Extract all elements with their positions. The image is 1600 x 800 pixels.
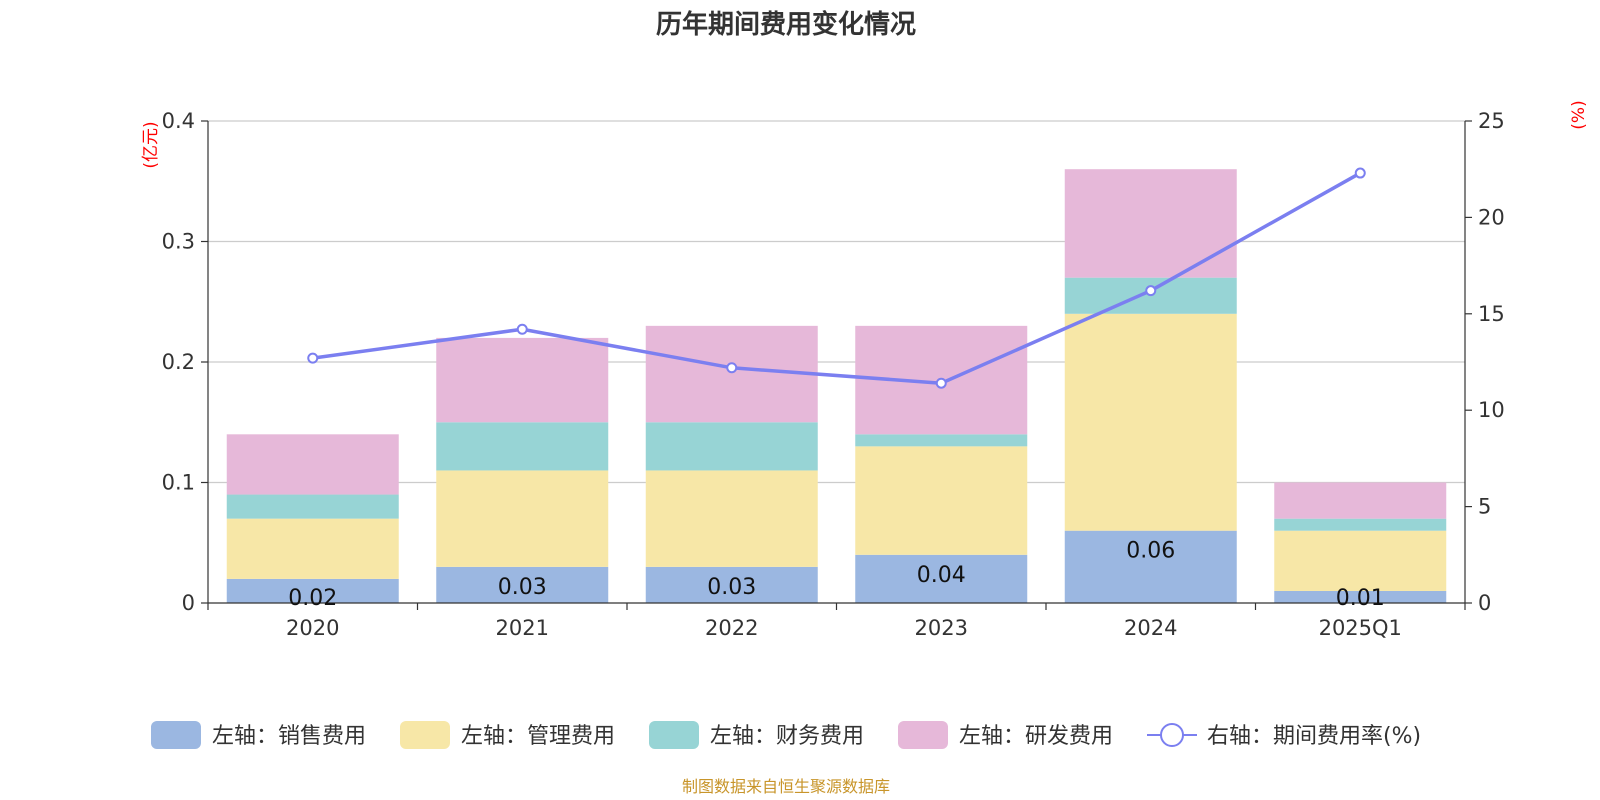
x-axis-tick-label: 2020 [286,616,339,640]
line-point [516,323,528,335]
bar-segment [1064,169,1237,278]
legend-item-2[interactable]: 左轴：管理费用 [400,721,615,749]
left-axis-tick-label: 0.4 [162,109,195,133]
bar-segment [1064,530,1237,603]
bar-segment [645,325,818,423]
legend-item-3[interactable]: 左轴：财务费用 [649,721,864,749]
bar-segment [1274,530,1447,591]
bar-segment [645,470,818,567]
left-axis-tick-label: 0 [182,591,195,615]
left-axis-tick-label: 0.3 [162,230,195,254]
left-axis-unit: (亿元) [141,121,161,168]
axes: 0 0.1 0.2 0.3 0.4 0 5 10 15 20 25 2020 2021 2022 2023 2… [162,109,1505,640]
chart-title: 历年期间费用变化情况 [656,9,916,40]
legend[interactable]: 左轴：销售费用 左轴：管理费用 左轴：财务费用 左轴：研发费用 右轴：期间费用率(%) [151,721,1421,749]
line-series-group [307,167,1366,389]
bar-segment [226,518,399,579]
line-point [1145,285,1157,297]
legend-item-4[interactable]: 左轴：研发费用 [898,721,1113,749]
legend-swatch [649,721,699,749]
bar-series-2 [226,313,1447,591]
left-axis-tick-label: 0.2 [162,350,195,374]
bar-series-group [226,169,1447,603]
bar-segment [226,494,399,519]
bar-series-1 [226,530,1447,603]
bar-segment [855,554,1028,603]
right-axis-tick-label: 5 [1478,495,1491,519]
right-axis-tick-label: 20 [1478,205,1505,229]
right-axis-tick-label: 0 [1478,591,1491,615]
bar-segment [436,566,609,603]
bar-segment [855,434,1028,447]
line-series-path [312,171,1362,385]
data-label: 0.01 [1336,586,1385,611]
bar-segment [1274,590,1447,603]
data-label: 0.03 [707,575,756,600]
x-axis-tick-label: 2021 [496,616,549,640]
legend-swatch [151,721,201,749]
bar-segment [645,422,818,471]
legend-label: 左轴：管理费用 [461,724,615,749]
legend-label: 左轴：财务费用 [710,724,864,749]
right-axis-tick-label: 10 [1478,398,1505,422]
data-label: 0.06 [1126,539,1175,564]
bar-segment [436,337,609,423]
line-point [1354,167,1366,179]
bar-segment [226,578,399,603]
right-axis-tick-label: 15 [1478,302,1505,326]
x-axis-tick-label: 2022 [705,616,758,640]
gridlines [208,120,1465,484]
data-label: 0.03 [498,575,547,600]
data-source-note: 制图数据来自恒生聚源数据库 [682,777,890,796]
right-axis-tick-label: 25 [1478,109,1505,133]
legend-swatch [400,721,450,749]
legend-label: 右轴：期间费用率(%) [1207,724,1421,749]
line-point [726,362,738,374]
line-point [307,352,319,364]
legend-label: 左轴：研发费用 [959,724,1113,749]
legend-label: 左轴：销售费用 [212,724,366,749]
bar-segment [1274,518,1447,531]
data-labels: 0.02 0.03 0.03 0.04 0.06 0.01 [288,539,1384,611]
bar-series-3 [226,277,1447,531]
x-axis-tick-label: 2023 [915,616,968,640]
bar-segment [436,422,609,471]
bar-segment [855,446,1028,555]
legend-marker [1160,723,1184,747]
legend-item-5[interactable]: 右轴：期间费用率(%) [1147,723,1421,749]
data-label: 0.04 [917,563,966,588]
bar-segment [436,470,609,567]
bar-series-4 [226,169,1447,519]
bar-segment [1064,313,1237,531]
x-axis-tick-label: 2024 [1124,616,1177,640]
left-axis-tick-label: 0.1 [162,471,195,495]
right-axis-unit: (%) [1569,100,1589,129]
bar-segment [226,434,399,495]
line-point [935,377,947,389]
x-axis-tick-label: 2025Q1 [1319,616,1402,640]
legend-swatch [898,721,948,749]
legend-item-1[interactable]: 左轴：销售费用 [151,721,366,749]
bar-segment [1274,482,1447,519]
data-label: 0.02 [288,586,337,611]
bar-segment [645,566,818,603]
